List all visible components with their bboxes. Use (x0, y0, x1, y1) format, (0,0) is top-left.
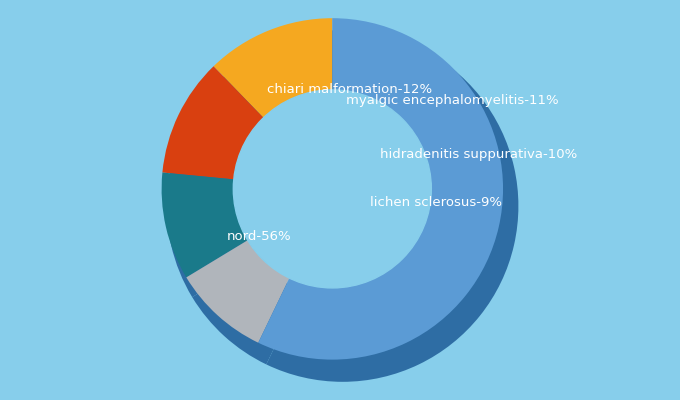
Wedge shape (214, 18, 333, 118)
Text: hidradenitis suppurativa-10%: hidradenitis suppurativa-10% (380, 148, 577, 161)
Wedge shape (192, 255, 302, 364)
Circle shape (249, 112, 437, 300)
Wedge shape (186, 240, 290, 343)
Text: lichen sclerosus-9%: lichen sclerosus-9% (370, 196, 502, 209)
Wedge shape (163, 66, 263, 179)
Wedge shape (258, 18, 503, 360)
Text: nord-56%: nord-56% (226, 230, 291, 243)
Wedge shape (267, 30, 518, 382)
Text: chiari malformation-12%: chiari malformation-12% (267, 83, 432, 96)
Wedge shape (220, 30, 343, 138)
Wedge shape (167, 189, 262, 297)
Wedge shape (167, 80, 277, 197)
Circle shape (233, 90, 431, 288)
Wedge shape (162, 172, 248, 278)
Text: myalgic encephalomyelitis-11%: myalgic encephalomyelitis-11% (346, 94, 558, 107)
